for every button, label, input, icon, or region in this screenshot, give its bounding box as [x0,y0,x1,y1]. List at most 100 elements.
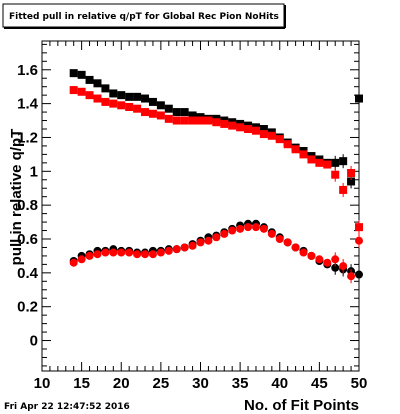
data-marks [69,69,363,284]
data-point [347,169,356,177]
x-tick-label: 45 [311,375,328,392]
data-point [299,150,308,159]
data-point [69,258,78,267]
y-tick-label: 0 [30,333,38,350]
data-point [228,121,237,130]
y-tick-label: 0.2 [17,299,38,316]
data-point [331,158,340,167]
data-point [85,251,94,260]
x-tick-label: 30 [192,375,209,392]
data-point [275,235,284,243]
data-point [259,130,268,139]
data-point [180,243,189,252]
data-point [148,97,157,106]
series-3 [69,223,363,284]
y-tick-label: 1.6 [17,62,38,79]
data-point [267,229,276,238]
data-point [125,92,134,101]
data-point [77,70,86,79]
data-point [172,245,181,254]
data-point [109,89,118,98]
data-point [204,116,213,125]
data-point [156,101,165,110]
data-point [236,123,245,132]
data-point [109,248,118,257]
data-point [291,243,300,252]
data-point [307,155,316,164]
data-point [117,248,126,257]
data-point [172,116,181,125]
data-point [180,116,189,125]
x-tick-label: 35 [232,375,249,392]
data-point [283,140,292,149]
data-point [125,248,134,257]
data-point [93,250,102,259]
data-point [347,272,356,281]
data-point [283,238,292,247]
data-point [204,236,213,245]
data-point [331,263,340,272]
data-point [69,69,78,78]
data-point [355,236,363,245]
data-point [188,116,197,125]
data-point [93,79,102,88]
x-axis-title: No. of Fit Points [244,397,359,414]
data-point [141,108,150,117]
data-point [117,91,126,100]
data-point [275,135,284,144]
y-tick-label: 1.2 [17,129,38,146]
data-point [212,118,221,127]
x-tick-label: 50 [351,375,368,392]
x-tick-label: 10 [34,375,51,392]
data-point [196,116,205,125]
data-point [164,104,173,113]
axis-tick-labels: 10 15 20 25 30 35 40 45 50 0 0.2 0.4 0.6 0.8 1 1.2 1.4 1.… [17,62,367,392]
x-tick-label: 20 [113,375,130,392]
data-point [259,224,268,233]
data-point [156,111,165,120]
y-tick-label: 1.4 [17,96,39,113]
data-point [307,251,316,260]
data-point [331,170,340,179]
data-point [355,94,363,103]
data-point [315,158,324,167]
data-point [101,97,110,106]
data-point [156,248,165,257]
data-point [69,86,78,95]
data-point [259,125,268,133]
y-axis-title: pull in relative q/pT [8,129,25,266]
timestamp: Fri Apr 22 12:47:52 2016 [4,402,130,412]
y-tick-label: 0.4 [17,265,39,282]
title-box: Fitted pull in relative q/pT for Global … [2,3,286,29]
data-point [347,177,356,186]
data-point [236,224,245,233]
data-point [172,108,181,117]
data-point [101,84,110,93]
data-point [220,229,229,238]
chart-title: Fitted pull in relative q/pT for Global … [9,12,279,22]
data-point [164,246,173,255]
data-point [101,248,110,257]
data-point [315,255,324,264]
data-point [164,114,173,123]
data-point [141,250,150,259]
series-0 [69,69,363,189]
data-point [133,104,142,113]
data-point [212,233,221,242]
data-point [77,87,86,96]
data-point [148,109,157,118]
data-point [299,248,308,257]
data-point [109,99,118,108]
data-point [148,250,157,259]
data-point [244,125,253,133]
data-point [77,255,86,264]
data-point [355,223,363,232]
data-point [251,126,260,135]
data-point [85,91,94,100]
data-point [228,226,237,235]
y-tick-label: 1 [30,163,38,180]
data-point [188,241,197,250]
data-point [125,103,134,111]
